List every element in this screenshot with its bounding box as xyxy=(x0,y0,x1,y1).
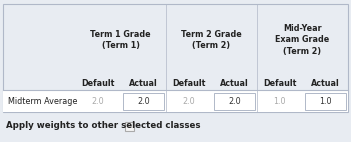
Text: Apply weights to other selected classes: Apply weights to other selected classes xyxy=(6,122,200,130)
Text: Default: Default xyxy=(263,79,297,87)
Text: Default: Default xyxy=(172,79,205,87)
Text: Term 2 Grade
(Term 2): Term 2 Grade (Term 2) xyxy=(181,30,242,50)
Text: 2.0: 2.0 xyxy=(228,97,240,106)
Text: 2.0: 2.0 xyxy=(92,97,104,106)
Text: Default: Default xyxy=(81,79,114,87)
Text: 2.0: 2.0 xyxy=(137,97,150,106)
Bar xyxy=(122,92,164,109)
Text: Term 1 Grade
(Term 1): Term 1 Grade (Term 1) xyxy=(90,30,151,50)
Text: 1.0: 1.0 xyxy=(319,97,331,106)
Bar xyxy=(305,92,346,109)
Bar xyxy=(3,90,348,112)
Text: 1.0: 1.0 xyxy=(273,97,286,106)
Text: Midterm Average: Midterm Average xyxy=(8,97,77,106)
Bar xyxy=(125,122,134,130)
Bar xyxy=(3,4,348,112)
Text: Actual: Actual xyxy=(311,79,340,87)
Text: Actual: Actual xyxy=(129,79,158,87)
Text: Actual: Actual xyxy=(220,79,249,87)
Bar xyxy=(213,92,255,109)
Text: 2.0: 2.0 xyxy=(183,97,195,106)
Text: Mid-Year
Exam Grade
(Term 2): Mid-Year Exam Grade (Term 2) xyxy=(276,24,330,56)
